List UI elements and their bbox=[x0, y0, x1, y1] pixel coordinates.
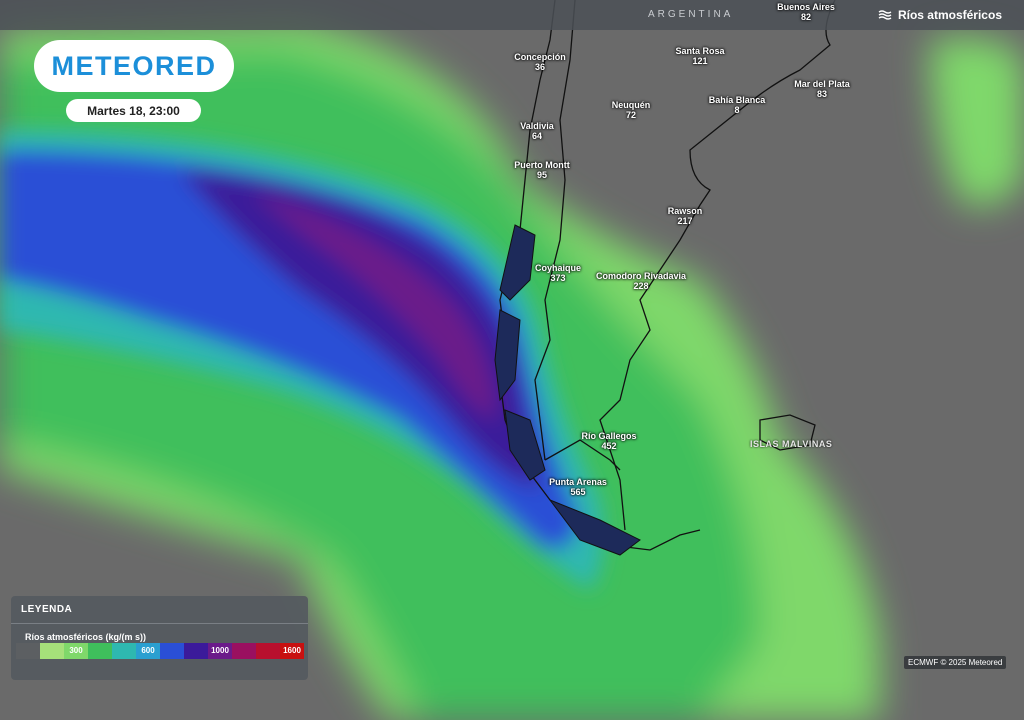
legend-panel: LEYENDA Ríos atmosféricos (kg/(m s)) bbox=[11, 596, 308, 680]
legend-color-scale: 300 600 1000 1600 bbox=[16, 643, 304, 659]
layer-title-text: Ríos atmosféricos bbox=[897, 8, 1002, 22]
legend-swatch bbox=[88, 643, 112, 659]
city-label: Valdivia 64 bbox=[520, 121, 554, 141]
city-label: Mar del Plata 83 bbox=[794, 79, 850, 99]
legend-swatch-label: 600 bbox=[141, 646, 155, 655]
city-label: Santa Rosa 121 bbox=[675, 46, 725, 66]
river-layer-core bbox=[0, 130, 604, 590]
city-label: Concepción 36 bbox=[514, 52, 566, 72]
legend-swatch bbox=[184, 643, 208, 659]
wind-waves-icon bbox=[878, 10, 892, 20]
layer-title[interactable]: Ríos atmosféricos bbox=[878, 8, 1002, 22]
city-label: Bahía Blanca 8 bbox=[708, 95, 766, 115]
legend-swatch-label: 300 bbox=[69, 646, 83, 655]
legend-swatch bbox=[232, 643, 256, 659]
meteored-logo[interactable]: METEORED bbox=[34, 40, 234, 92]
legend-title: LEYENDA bbox=[21, 604, 73, 615]
legend-swatch bbox=[112, 643, 136, 659]
top-bar: ARGENTINA Ríos atmosféricos bbox=[0, 0, 1024, 30]
legend-swatch bbox=[256, 643, 280, 659]
city-label: Buenos Aires 82 bbox=[777, 2, 835, 22]
city-label: Punta Arenas 565 bbox=[549, 477, 607, 497]
country-label: ARGENTINA bbox=[648, 9, 734, 20]
city-label: Comodoro Rivadavia 228 bbox=[595, 271, 687, 291]
fjord-islands bbox=[494, 224, 641, 556]
data-credit: ECMWF © 2025 Meteored bbox=[904, 656, 1007, 669]
legend-swatch: 600 bbox=[136, 643, 160, 659]
legend-swatch-label: 1000 bbox=[211, 646, 229, 655]
legend-swatch: 300 bbox=[64, 643, 88, 659]
legend-swatch: 1000 bbox=[208, 643, 232, 659]
legend-swatch bbox=[16, 643, 40, 659]
legend-swatch bbox=[40, 643, 64, 659]
city-label: Río Gallegos 452 bbox=[581, 431, 637, 451]
legend-swatch-label: 1600 bbox=[283, 646, 301, 655]
city-label: Coyhaique 373 bbox=[534, 263, 582, 283]
legend-swatch: 1600 bbox=[280, 643, 304, 659]
logo-text: METEORED bbox=[51, 50, 217, 81]
legend-swatch bbox=[160, 643, 184, 659]
city-label: Rawson 217 bbox=[667, 206, 703, 226]
forecast-time[interactable]: Martes 18, 23:00 bbox=[66, 99, 201, 122]
legend-variable: Ríos atmosféricos (kg/(m s)) bbox=[25, 632, 147, 642]
city-label: Neuquén 72 bbox=[611, 100, 651, 120]
region-label-malvinas: ISLAS MALVINAS bbox=[750, 439, 833, 449]
city-label: Puerto Montt 95 bbox=[514, 160, 570, 180]
legend-divider bbox=[11, 623, 308, 624]
